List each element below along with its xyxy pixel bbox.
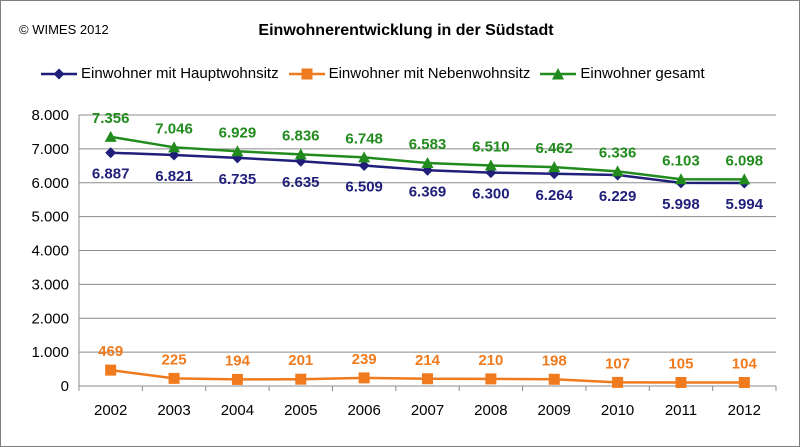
data-point-triangle: [738, 173, 751, 185]
data-point-triangle: [168, 141, 181, 153]
data-point-diamond: [105, 147, 117, 159]
data-label: 6.369: [409, 183, 447, 200]
data-label: 198: [542, 352, 567, 369]
legend-item-nebenwohnsitz: Einwohner mit Nebenwohnsitz: [288, 65, 531, 82]
data-label: 225: [162, 351, 187, 368]
data-label: 214: [415, 352, 441, 369]
chart-legend: Einwohner mit Hauptwohnsitz Einwohner mi…: [41, 65, 715, 82]
data-label: 6.821: [155, 168, 193, 185]
x-tick-label: 2011: [665, 402, 697, 419]
data-label: 6.103: [662, 152, 700, 169]
x-tick-label: 2010: [601, 402, 634, 419]
data-label: 6.635: [282, 174, 320, 191]
data-label: 5.998: [662, 196, 700, 213]
data-label: 6.929: [219, 124, 257, 141]
y-tick-label: 0: [61, 378, 69, 395]
data-point-square: [358, 372, 370, 384]
y-tick-label: 4.000: [31, 243, 69, 260]
legend-item-hauptwohnsitz: Einwohner mit Hauptwohnsitz: [41, 65, 279, 82]
y-tick-label: 7.000: [31, 141, 69, 158]
data-point-diamond: [358, 160, 370, 172]
copyright-note: © WIMES 2012: [19, 22, 109, 37]
data-label: 7.356: [92, 110, 130, 127]
x-tick-label: 2005: [284, 402, 317, 419]
data-label: 6.462: [535, 140, 573, 157]
x-tick-label: 2004: [221, 402, 254, 419]
data-label: 469: [98, 343, 123, 360]
data-point-triangle: [611, 165, 624, 177]
x-tick-label: 2008: [474, 402, 507, 419]
data-point-square: [168, 372, 180, 384]
data-point-triangle: [231, 145, 244, 157]
legend-label-nebenwohnsitz: Einwohner mit Nebenwohnsitz: [328, 65, 531, 82]
data-point-square: [485, 373, 497, 385]
y-tick-label: 6.000: [31, 175, 69, 192]
data-label: 7.046: [155, 120, 193, 137]
data-label: 201: [288, 352, 313, 369]
legend-swatch-gesamt: [540, 67, 577, 79]
data-point-triangle: [294, 148, 307, 160]
data-label: 6.098: [726, 152, 764, 169]
data-label: 6.229: [599, 188, 637, 205]
data-label: 6.583: [409, 136, 447, 153]
x-tick-label: 2006: [347, 402, 380, 419]
data-label: 6.887: [92, 166, 130, 183]
data-point-square: [422, 373, 433, 385]
data-point-triangle: [358, 151, 371, 163]
data-point-triangle: [484, 159, 497, 171]
data-point-square: [738, 376, 750, 388]
x-tick-label: 2007: [411, 402, 444, 419]
legend-item-gesamt: Einwohner gesamt: [540, 65, 705, 82]
x-tick-label: 2003: [157, 402, 190, 419]
data-point-square: [231, 373, 243, 385]
x-tick-label: 2002: [94, 402, 127, 419]
data-point-square: [612, 376, 624, 388]
data-point-triangle: [548, 161, 561, 173]
data-point-square: [295, 373, 307, 385]
legend-swatch-nebenwohnsitz: [288, 68, 325, 79]
data-label: 239: [352, 351, 377, 368]
y-tick-label: 8.000: [31, 107, 69, 124]
data-point-triangle: [104, 130, 117, 142]
y-tick-label: 3.000: [31, 276, 69, 293]
data-point-square: [105, 364, 117, 376]
x-tick-label: 2009: [538, 402, 571, 419]
data-label: 107: [605, 355, 630, 372]
chart-title: Einwohnerentwicklung in der Südstadt: [258, 22, 554, 39]
data-point-square: [548, 373, 560, 385]
data-label: 6.510: [472, 138, 510, 155]
data-label: 6.748: [345, 130, 383, 147]
y-tick-label: 5.000: [31, 209, 69, 226]
x-tick-label: 2012: [728, 402, 761, 419]
legend-label-hauptwohnsitz: Einwohner mit Hauptwohnsitz: [81, 65, 279, 82]
data-label: 6.509: [345, 179, 383, 196]
legend-swatch-hauptwohnsitz: [41, 68, 77, 79]
legend-label-gesamt: Einwohner gesamt: [580, 65, 705, 82]
data-point-square: [675, 376, 687, 388]
data-label: 6.300: [472, 186, 510, 203]
data-label: 194: [225, 352, 251, 369]
data-label: 6.264: [535, 187, 573, 204]
data-label: 104: [732, 355, 758, 372]
y-tick-label: 1.000: [31, 344, 69, 361]
data-label: 6.735: [219, 171, 257, 188]
data-label: 210: [478, 352, 503, 369]
data-point-triangle: [674, 173, 687, 185]
data-label: 105: [668, 355, 693, 372]
data-label: 6.336: [599, 144, 637, 161]
data-label: 5.994: [726, 196, 764, 213]
data-label: 6.836: [282, 127, 320, 144]
data-point-triangle: [421, 157, 434, 169]
y-tick-label: 2.000: [31, 310, 69, 327]
